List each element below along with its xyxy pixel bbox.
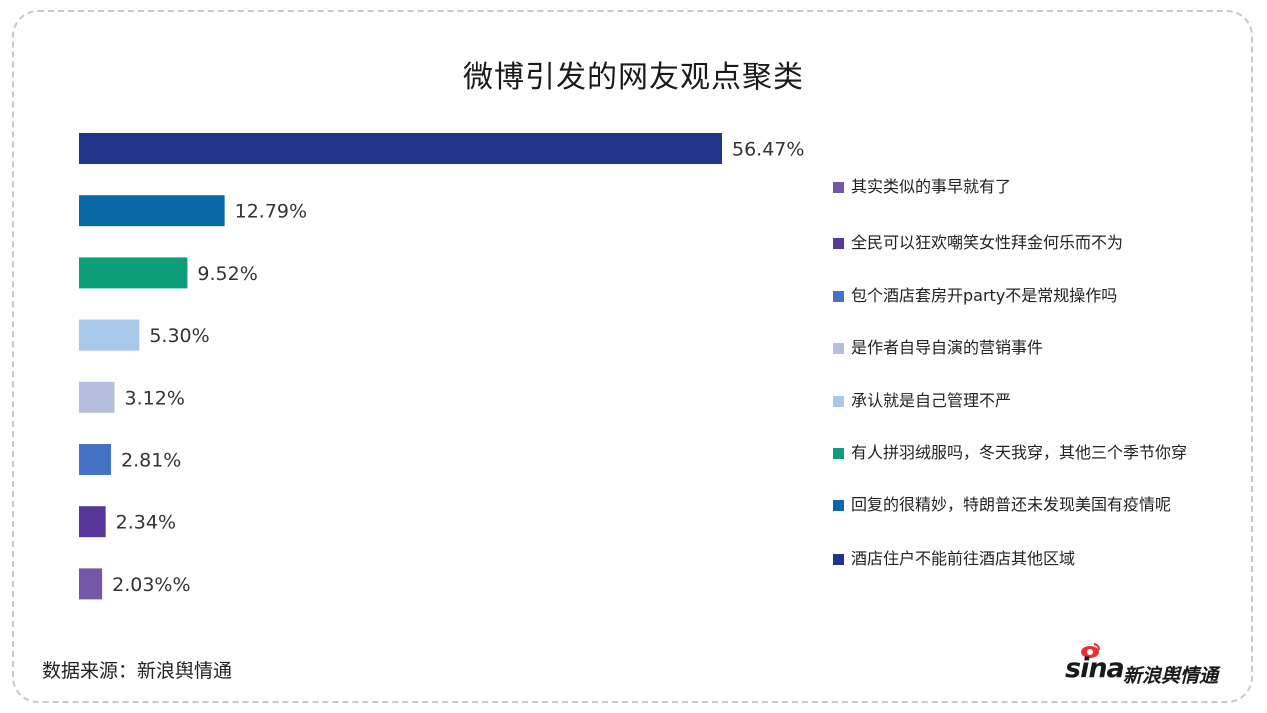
- logo-main-text: sina: [1065, 653, 1125, 684]
- legend-swatch: [833, 343, 844, 354]
- legend-item: 是作者自导自演的营销事件: [833, 337, 1213, 359]
- legend-item: 其实类似的事早就有了: [833, 176, 1213, 198]
- legend-swatch: [833, 448, 844, 459]
- bar-value-label: 5.30%: [149, 325, 209, 347]
- bar: [79, 506, 106, 538]
- logo-sub-text: 新浪舆情通: [1123, 665, 1219, 687]
- bar-value-label: 56.47%: [732, 139, 804, 161]
- legend-label: 有人拼羽绒服吗，冬天我穿，其他三个季节你穿: [851, 443, 1188, 462]
- bar: [79, 568, 103, 600]
- legend-swatch: [833, 396, 844, 407]
- legend-label: 全民可以狂欢嘲笑女性拜金何乐而不为: [851, 233, 1124, 252]
- legend-label: 包个酒店套房开party不是常规操作吗: [851, 286, 1118, 305]
- bar: [79, 195, 225, 227]
- legend-swatch: [833, 291, 844, 302]
- bar: [79, 444, 111, 475]
- legend-label: 承认就是自己管理不严: [851, 391, 1012, 410]
- bar: [79, 257, 188, 289]
- sina-logo: sina 新浪舆情通: [1065, 643, 1225, 691]
- bar-value-label: 2.03%%: [112, 574, 190, 596]
- data-source: 数据来源：新浪舆情通: [42, 660, 233, 682]
- legend-swatch: [833, 182, 844, 193]
- eye-icon: [1081, 643, 1100, 658]
- chart-title: 微博引发的网友观点聚类: [463, 60, 804, 95]
- legend-label: 是作者自导自演的营销事件: [851, 338, 1044, 357]
- legend-swatch: [833, 554, 844, 565]
- legend-label: 回复的很精妙，特朗普还未发现美国有疫情呢: [851, 495, 1172, 514]
- legend-item: 包个酒店套房开party不是常规操作吗: [833, 285, 1213, 307]
- bar-value-label: 12.79%: [235, 201, 307, 223]
- bar: [79, 319, 140, 351]
- legend-item: 回复的很精妙，特朗普还未发现美国有疫情呢: [833, 494, 1205, 516]
- bar: [79, 133, 722, 164]
- bar-value-label: 9.52%: [197, 263, 257, 285]
- legend-item: 承认就是自己管理不严: [833, 390, 1213, 412]
- bar-value-label: 3.12%: [125, 387, 185, 409]
- bar-value-label: 2.81%: [121, 450, 181, 472]
- legend-swatch: [833, 500, 844, 511]
- legend-label: 酒店住户不能前往酒店其他区域: [851, 549, 1076, 568]
- legend-item: 全民可以狂欢嘲笑女性拜金何乐而不为: [833, 232, 1213, 254]
- chart-card: [12, 10, 1253, 703]
- legend-item: 酒店住户不能前往酒店其他区域: [833, 548, 1213, 570]
- legend-swatch: [833, 238, 844, 249]
- bar-value-label: 2.34%: [116, 512, 176, 534]
- legend-label: 其实类似的事早就有了: [851, 177, 1012, 196]
- bar: [79, 381, 115, 413]
- legend-item: 有人拼羽绒服吗，冬天我穿，其他三个季节你穿: [833, 442, 1205, 464]
